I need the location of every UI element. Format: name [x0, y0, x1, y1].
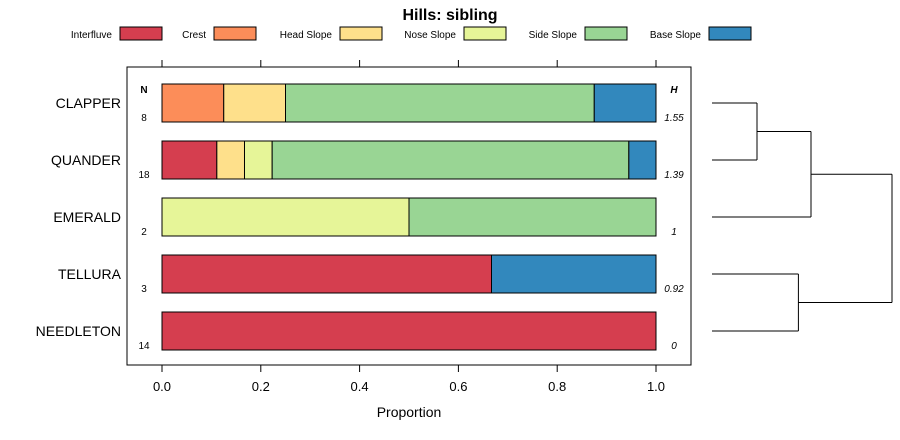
row-label-needleton: NEEDLETON	[36, 323, 121, 339]
bar-segment-quander-nose-slope	[243, 140, 273, 180]
row-label-emerald: EMERALD	[53, 209, 121, 225]
legend: Interfluve Crest Head Slope Nose Slope Side …	[71, 26, 752, 41]
n-value-emerald: 2	[141, 227, 147, 238]
bar-segment-quander-interfluve	[161, 140, 218, 180]
n-value-quander: 18	[138, 170, 150, 181]
legend-swatch-interfluve	[119, 26, 163, 41]
bar-segment-quander-side-slope	[271, 140, 630, 180]
x-tick-label: 0.2	[252, 379, 270, 394]
x-tick-label: 0.8	[548, 379, 566, 394]
n-value-clapper: 8	[141, 113, 147, 124]
row-label-clapper: CLAPPER	[56, 95, 121, 111]
bar-segment-clapper-base-slope	[593, 83, 657, 123]
bar-segment-emerald-nose-slope	[161, 197, 410, 237]
h-value-clapper: 1.55	[664, 113, 684, 124]
legend-label-crest: Crest	[182, 30, 206, 41]
bar-segment-clapper-side-slope	[285, 83, 595, 123]
legend-swatch-crest	[213, 26, 257, 41]
h-value-quander: 1.39	[664, 170, 684, 181]
legend-label-nose-slope: Nose Slope	[404, 30, 456, 41]
n-value-tellura: 3	[141, 284, 147, 295]
bar-segment-clapper-head-slope	[223, 83, 286, 123]
x-axis-title: Proportion	[377, 404, 442, 420]
plot-frame	[126, 66, 692, 366]
x-tick-label: 1.0	[647, 379, 665, 394]
bars-group	[161, 83, 657, 351]
bar-segment-clapper-crest	[161, 83, 225, 123]
legend-swatch-head-slope	[339, 26, 383, 41]
h-value-emerald: 1	[671, 227, 677, 238]
bar-segment-needleton-interfluve	[161, 311, 657, 351]
bar-segment-tellura-interfluve	[161, 254, 492, 294]
n-value-needleton: 14	[138, 341, 150, 352]
legend-swatch-nose-slope	[463, 26, 507, 41]
legend-label-head-slope: Head Slope	[280, 30, 333, 41]
legend-label-base-slope: Base Slope	[650, 30, 702, 41]
x-tick-label: 0.0	[153, 379, 171, 394]
bar-segment-tellura-base-slope	[490, 254, 657, 294]
legend-swatch-side-slope	[584, 26, 628, 41]
x-tick-label: 0.4	[351, 379, 369, 394]
x-axis: 0.0 0.2 0.4 0.6 0.8 1.0	[153, 60, 665, 394]
h-value-tellura: 0.92	[664, 284, 684, 295]
n-column-header: N	[140, 85, 147, 96]
row-labels: CLAPPER 8 1.55 QUANDER 18 1.39 EMERALD 2 1 TELLUR…	[36, 95, 684, 352]
row-label-tellura: TELLURA	[58, 266, 122, 282]
bar-segment-emerald-side-slope	[408, 197, 657, 237]
chart-title: Hills: sibling	[402, 7, 497, 24]
legend-label-interfluve: Interfluve	[71, 30, 113, 41]
bar-segment-quander-head-slope	[216, 140, 245, 180]
dendrogram	[712, 102, 893, 332]
bar-segment-quander-base-slope	[628, 140, 657, 180]
row-label-quander: QUANDER	[51, 152, 121, 168]
x-tick-label: 0.6	[449, 379, 467, 394]
h-value-needleton: 0	[671, 341, 677, 352]
legend-swatch-base-slope	[708, 26, 752, 41]
h-column-header: H	[670, 85, 678, 96]
legend-label-side-slope: Side Slope	[529, 30, 578, 41]
